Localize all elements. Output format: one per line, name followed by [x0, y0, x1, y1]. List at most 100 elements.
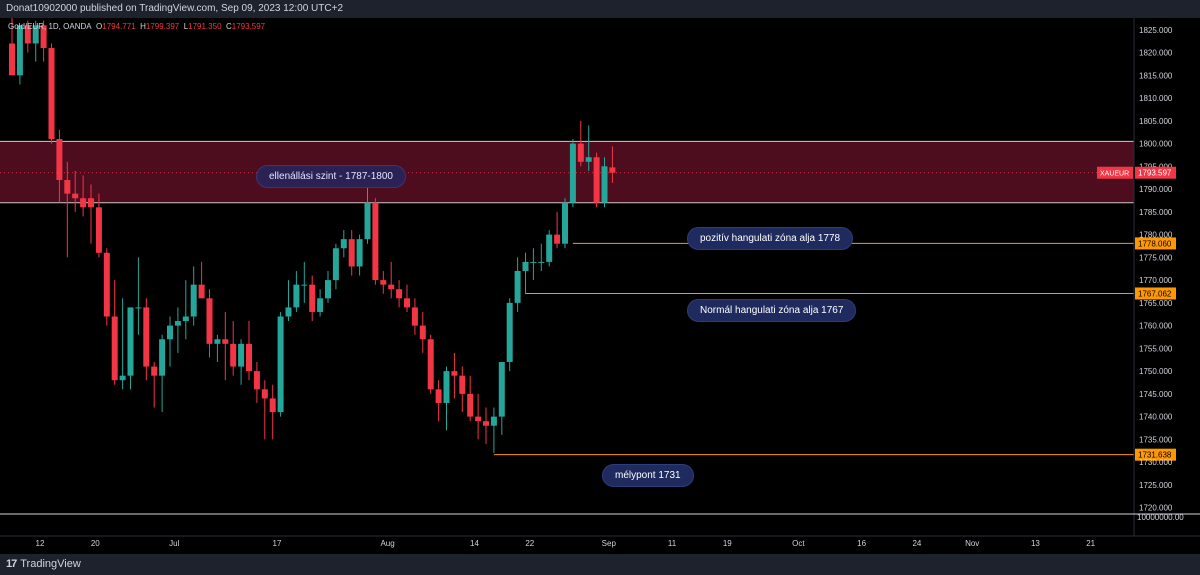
candle-body	[246, 343, 252, 372]
legend-open-label: O	[96, 22, 103, 31]
candle-body	[554, 234, 561, 244]
candle-body	[222, 339, 229, 344]
time-tick-label: 21	[1086, 539, 1095, 548]
time-tick-label: 19	[723, 539, 732, 548]
price-tick-label: 1815.000	[1139, 71, 1173, 80]
candle-body	[127, 307, 134, 376]
legend-open: 1794.771	[102, 22, 136, 31]
candle-body	[467, 393, 474, 417]
candle-body	[356, 239, 363, 267]
tradingview-logo[interactable]: 17 TradingView	[6, 558, 81, 570]
candle-body	[601, 166, 608, 203]
symbol-legend: Gold/EUR, 1D, OANDA O1794.771 H1799.397 …	[8, 22, 265, 31]
time-tick-label: 22	[525, 539, 534, 548]
candle-body	[609, 167, 616, 173]
time-tick-label: 12	[36, 539, 45, 548]
candle-body	[483, 421, 489, 426]
level-lines: 1778.060 1767.062 1731.638	[493, 237, 1176, 461]
price-tick-label: 1775.000	[1139, 253, 1173, 262]
candle-body	[364, 202, 371, 240]
tradingview-icon: 17	[6, 558, 17, 570]
price-tick-label: 1735.000	[1139, 435, 1173, 444]
price-chart[interactable]: 1778.060 1767.062 1731.638 1825.000 1820.00…	[0, 18, 1200, 554]
candle-body	[411, 307, 418, 326]
time-tick-label: Jul	[169, 539, 179, 548]
price-tick-label: 1825.000	[1139, 26, 1173, 35]
price-tick-label: 1790.000	[1139, 185, 1173, 194]
price-tick-label: 1720.000	[1139, 504, 1173, 513]
brand-name: TradingView	[20, 558, 81, 570]
time-tick-label: 17	[273, 539, 282, 548]
price-tick-label: 1820.000	[1139, 49, 1173, 58]
candle-body	[135, 307, 142, 309]
candle-body	[111, 316, 118, 381]
candle-body	[198, 284, 205, 299]
candle-body	[261, 389, 268, 399]
resistance-annotation[interactable]: ellenállási szint - 1787-1800	[256, 165, 406, 188]
time-tick-label: 14	[470, 539, 479, 548]
candle-body	[522, 261, 529, 272]
candle-body	[119, 375, 126, 381]
candles	[9, 18, 616, 454]
candle-body	[32, 25, 39, 44]
resistance-zone-band	[0, 141, 1134, 203]
price-tick-label: 1785.000	[1139, 208, 1173, 217]
positive-zone-annotation[interactable]: pozitív hangulati zóna alja 1778	[687, 227, 854, 250]
candle-body	[80, 198, 87, 208]
candle-body	[88, 198, 94, 208]
price-tick-label: 1805.000	[1139, 117, 1173, 126]
price-tick-label: 1730.000	[1139, 458, 1173, 467]
price-tick-label: 1750.000	[1139, 367, 1173, 376]
candle-body	[151, 366, 158, 376]
level-price-label: 1731.638	[1138, 451, 1172, 460]
legend-low-label: L	[183, 22, 189, 31]
legend-close-label: C	[225, 22, 232, 31]
candle-body	[451, 371, 458, 376]
candle-body	[443, 371, 450, 403]
time-tick-label: Sep	[602, 539, 617, 548]
legend-high-label: H	[140, 22, 146, 31]
candle-body	[332, 248, 339, 281]
time-tick-label: 11	[668, 539, 677, 548]
symbol-badge-label: XAUEUR	[1100, 171, 1129, 178]
price-tick-label: 1745.000	[1139, 390, 1173, 399]
time-tick-label: 20	[91, 539, 100, 548]
candle-body	[48, 48, 55, 140]
candle-body	[16, 25, 23, 76]
price-tick-label: 1780.000	[1139, 231, 1173, 240]
candle-body	[546, 234, 553, 262]
candle-body	[277, 316, 284, 413]
candle-body	[269, 398, 276, 413]
legend-low: 1791.350	[188, 22, 222, 31]
time-tick-label: Aug	[380, 539, 394, 548]
level-price-tag	[1135, 237, 1176, 250]
volume-scale-label: 10000000.00	[1137, 513, 1184, 522]
candle-body	[459, 375, 466, 394]
time-tick-label: Oct	[792, 539, 805, 548]
candle-body	[214, 339, 221, 344]
candle-body	[419, 325, 426, 340]
candle-body	[585, 157, 592, 162]
normal-zone-annotation[interactable]: Normál hangulati zóna alja 1767	[687, 299, 857, 322]
candle-body	[103, 252, 110, 317]
candle-body	[490, 416, 497, 426]
level-price-label: 1778.060	[1138, 239, 1172, 248]
candle-body	[72, 193, 79, 199]
candle-body	[498, 362, 505, 417]
candle-body	[569, 143, 576, 203]
time-tick-label: Nov	[965, 539, 979, 548]
candle-body	[577, 143, 584, 162]
price-tick-label: 1725.000	[1139, 481, 1173, 490]
candle-body	[372, 202, 379, 281]
resistance-zone-layer	[0, 140, 1134, 204]
candle-body	[56, 139, 63, 180]
level-price-label: 1767.062	[1138, 289, 1172, 298]
candle-body	[506, 302, 513, 363]
price-tick-label: 1800.000	[1139, 140, 1173, 149]
candle-body	[514, 271, 521, 303]
candle-body	[190, 284, 197, 317]
candle-body	[159, 339, 166, 376]
candle-body	[435, 389, 442, 403]
candle-body	[174, 321, 181, 326]
low-point-annotation[interactable]: mélypont 1731	[602, 464, 694, 487]
